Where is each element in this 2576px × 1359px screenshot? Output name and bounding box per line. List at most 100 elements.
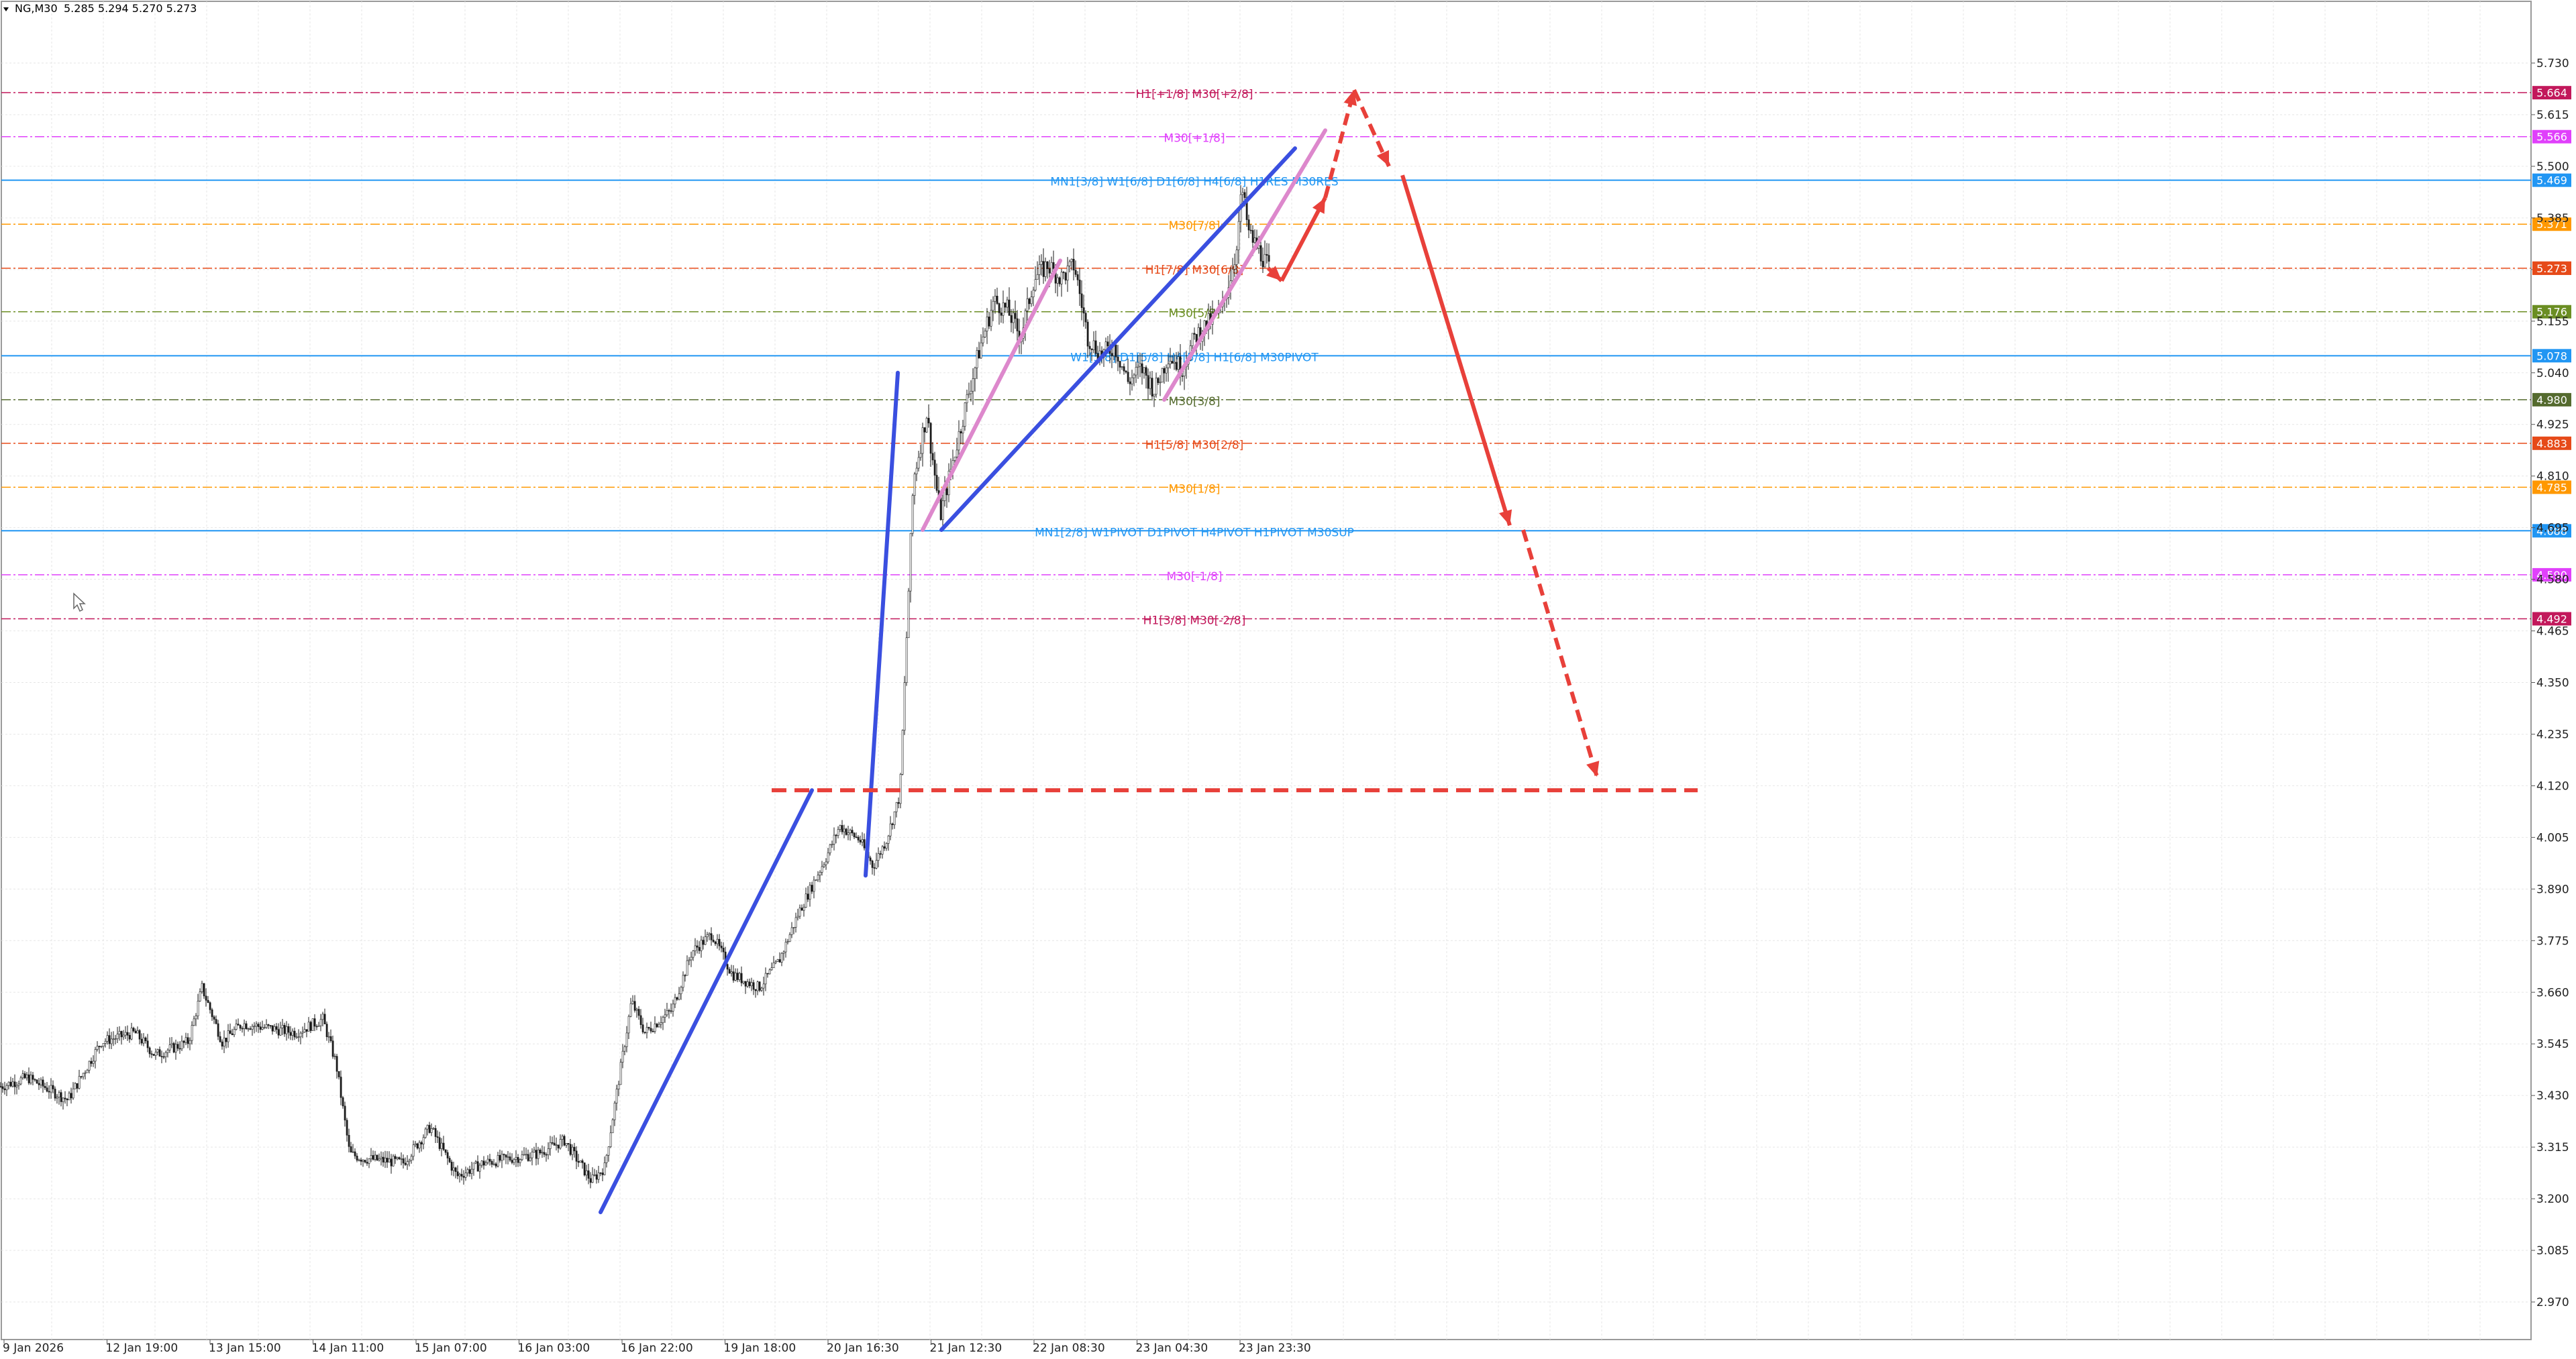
candle-body (851, 830, 854, 834)
candle-body (74, 1083, 76, 1089)
price-level-label: H1[3/8] M30[-2/8] (1143, 614, 1246, 627)
y-tick-label: 5.155 (2536, 315, 2569, 329)
candle-body (859, 840, 862, 842)
candle-body (621, 1050, 624, 1063)
candle-body (637, 1009, 640, 1016)
candle-body (327, 1036, 330, 1038)
projection-dashed-up-head (1343, 90, 1357, 106)
candle-body (154, 1052, 157, 1056)
candle-body (817, 875, 819, 881)
candle-body (470, 1168, 473, 1174)
candle-body (915, 468, 918, 474)
x-tick-label: 13 Jan 15:00 (209, 1342, 281, 1355)
candle-body (641, 1024, 644, 1032)
candle-body (678, 993, 680, 1000)
candle-body (788, 934, 791, 942)
candle-body (762, 983, 765, 989)
candle-body (750, 982, 753, 987)
candle-body (1008, 299, 1011, 316)
candle-body (82, 1073, 85, 1077)
candle-body (28, 1074, 30, 1083)
candle-body (639, 1015, 642, 1025)
candle-body (684, 975, 686, 977)
symbol-dropdown-icon[interactable] (3, 7, 9, 11)
candle-body (658, 1024, 660, 1028)
candle-body (760, 987, 763, 991)
candle-body (815, 879, 817, 881)
candle-body (672, 1003, 674, 1012)
candle-body (162, 1056, 165, 1058)
candle-body (921, 427, 924, 454)
candle-body (748, 981, 751, 987)
candle-body (505, 1154, 507, 1158)
y-tick-label: 3.200 (2536, 1193, 2569, 1206)
candle-body (319, 1019, 322, 1026)
candle-body (541, 1152, 544, 1154)
y-tick-label: 5.040 (2536, 367, 2569, 380)
candle-body (615, 1089, 618, 1103)
candle-body (553, 1142, 556, 1146)
candle-body (1127, 372, 1129, 382)
candle-body (384, 1158, 387, 1162)
candle-body (436, 1136, 439, 1138)
candle-body (927, 418, 930, 424)
candle-body (46, 1087, 48, 1092)
price-level-label: M30[3/8] (1169, 395, 1221, 409)
candle-body (3, 1088, 6, 1091)
candle-body (7, 1081, 10, 1086)
candle-body (559, 1139, 562, 1149)
candle-body (231, 1033, 234, 1035)
candle-body (44, 1085, 46, 1089)
candle-body (344, 1105, 346, 1121)
price-level-label: H1[5/8] M30[2/8] (1145, 439, 1244, 452)
candle-body (72, 1088, 74, 1099)
candle-body (132, 1028, 135, 1032)
candle-body (954, 456, 956, 461)
candle-body (1249, 229, 1252, 231)
price-level-tag (2532, 173, 2571, 187)
candle-body (567, 1143, 570, 1145)
candle-body (515, 1156, 517, 1160)
candle-body (746, 981, 749, 987)
candle-body (378, 1158, 380, 1160)
candle-body (488, 1158, 491, 1162)
candle-body (1088, 345, 1091, 349)
candle-body (545, 1154, 548, 1156)
candle-body (728, 969, 731, 974)
candle-body (585, 1170, 588, 1176)
candle-body (229, 1030, 231, 1034)
candle-body (869, 857, 872, 861)
candle-body (517, 1156, 519, 1163)
candle-body (360, 1159, 362, 1162)
candle-body (537, 1149, 539, 1159)
candle-body (440, 1142, 443, 1149)
candle-body (764, 973, 767, 985)
candle-body (203, 983, 205, 997)
price-level-tag (2532, 305, 2571, 319)
candle-body (305, 1029, 308, 1032)
candle-body (581, 1160, 584, 1163)
candle-body (1030, 296, 1033, 305)
candle-body (1149, 378, 1151, 389)
candle-body (187, 1037, 189, 1044)
candle-body (96, 1046, 99, 1050)
candle-body (939, 497, 942, 521)
x-tick-label: 16 Jan 22:00 (621, 1342, 693, 1355)
candle-body (267, 1024, 270, 1026)
y-tick-label: 4.925 (2536, 419, 2569, 432)
candle-body (849, 830, 852, 833)
candle-body (740, 973, 743, 983)
candle-body (21, 1073, 24, 1079)
candle-body (503, 1154, 505, 1156)
candle-body (962, 426, 964, 433)
candle-body (835, 834, 837, 836)
candle-body (122, 1034, 125, 1038)
candle-body (5, 1085, 8, 1091)
candle-body (313, 1018, 316, 1027)
candle-body (257, 1024, 260, 1027)
candle-body (722, 947, 725, 953)
candle-body (1050, 262, 1053, 274)
candle-body (766, 973, 769, 975)
